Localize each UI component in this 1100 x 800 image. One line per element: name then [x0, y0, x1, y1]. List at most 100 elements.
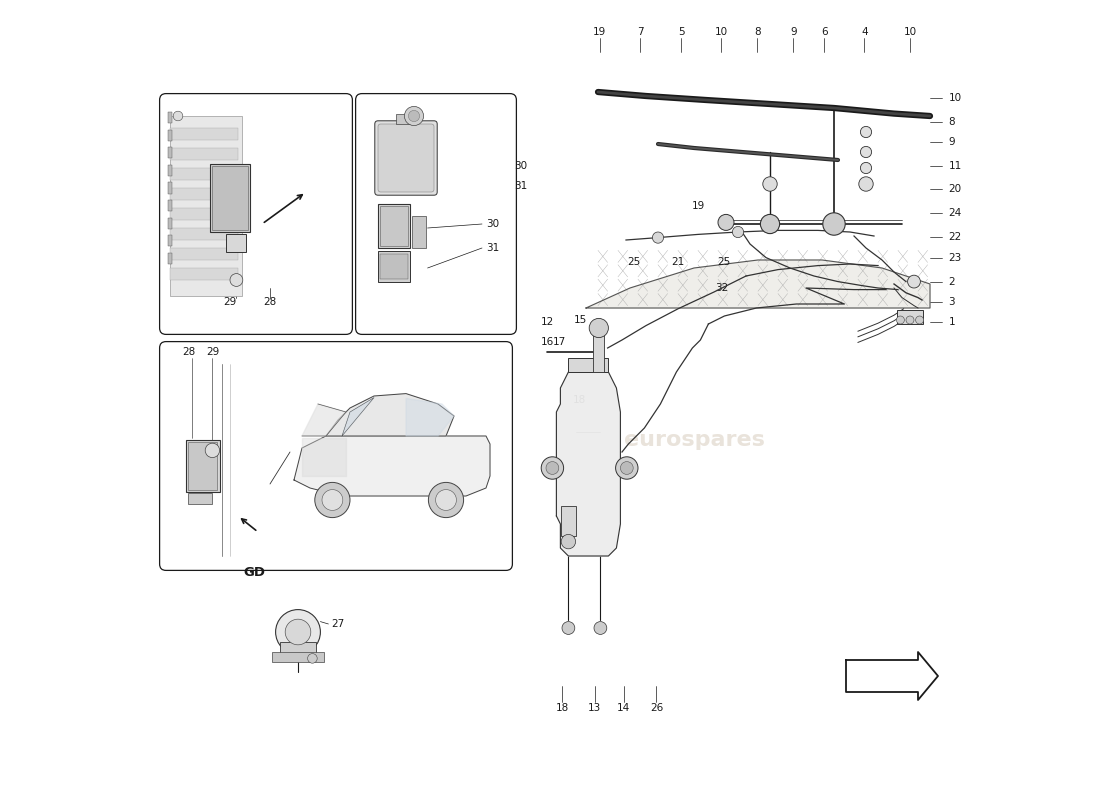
Bar	[561, 506, 575, 536]
Circle shape	[915, 316, 924, 324]
Bar	[188, 442, 217, 490]
Text: 27: 27	[331, 619, 345, 629]
Text: 25: 25	[717, 258, 730, 267]
Polygon shape	[342, 398, 374, 436]
Text: 31: 31	[514, 181, 527, 190]
Circle shape	[561, 534, 575, 549]
Bar	[170, 188, 238, 200]
Bar	[167, 147, 173, 158]
FancyBboxPatch shape	[355, 94, 516, 334]
Bar	[280, 642, 316, 654]
Polygon shape	[302, 404, 346, 436]
Circle shape	[896, 316, 904, 324]
Text: 9: 9	[790, 27, 796, 37]
Circle shape	[762, 177, 778, 191]
Circle shape	[408, 110, 419, 122]
Text: eurospares: eurospares	[624, 430, 764, 450]
Bar	[593, 332, 604, 372]
Circle shape	[594, 622, 607, 634]
Text: 8: 8	[754, 27, 760, 37]
Bar	[378, 251, 410, 282]
Text: 10: 10	[948, 93, 961, 102]
Circle shape	[428, 482, 463, 518]
Text: 14: 14	[617, 703, 630, 713]
Text: 7: 7	[637, 27, 644, 37]
Text: 2: 2	[948, 277, 955, 286]
Text: 22: 22	[948, 232, 961, 242]
Text: 10: 10	[715, 27, 728, 37]
Text: 23: 23	[948, 253, 961, 262]
Bar	[210, 164, 250, 232]
Circle shape	[860, 146, 871, 158]
Circle shape	[616, 457, 638, 479]
Circle shape	[823, 213, 845, 235]
Bar	[170, 116, 242, 296]
Text: 18: 18	[556, 703, 569, 713]
Circle shape	[652, 232, 663, 243]
Bar	[167, 253, 173, 264]
Bar	[170, 128, 238, 140]
Bar	[167, 218, 173, 229]
Text: 10: 10	[903, 27, 916, 37]
Text: 3: 3	[948, 298, 955, 307]
Text: 8: 8	[948, 117, 955, 126]
Text: 20: 20	[948, 184, 961, 194]
Text: 30: 30	[486, 219, 499, 229]
Bar	[212, 166, 248, 230]
Text: 32: 32	[715, 283, 728, 293]
Text: 5: 5	[678, 27, 684, 37]
Circle shape	[906, 316, 914, 324]
Bar	[381, 254, 408, 279]
Bar	[167, 165, 173, 176]
Circle shape	[908, 275, 921, 288]
Polygon shape	[846, 652, 938, 700]
Text: 28: 28	[263, 298, 276, 307]
Circle shape	[315, 482, 350, 518]
Circle shape	[859, 177, 873, 191]
Text: 29: 29	[206, 347, 219, 357]
Text: 21: 21	[671, 258, 684, 267]
Circle shape	[562, 622, 575, 634]
Circle shape	[860, 126, 871, 138]
Circle shape	[206, 443, 220, 458]
Text: 28: 28	[182, 347, 195, 357]
Text: 15: 15	[574, 315, 587, 325]
Circle shape	[405, 106, 424, 126]
Circle shape	[590, 318, 608, 338]
Text: 24: 24	[948, 208, 961, 218]
Circle shape	[718, 214, 734, 230]
Circle shape	[733, 226, 744, 238]
Circle shape	[230, 274, 243, 286]
Text: 30: 30	[514, 161, 527, 170]
Polygon shape	[406, 398, 454, 436]
Bar	[569, 358, 608, 372]
Text: 19: 19	[593, 27, 606, 37]
Text: 12: 12	[541, 317, 554, 326]
Text: 29: 29	[223, 298, 236, 307]
Text: 31: 31	[486, 243, 499, 253]
Polygon shape	[557, 372, 620, 556]
Bar	[170, 208, 238, 220]
Text: 4: 4	[861, 27, 868, 37]
Bar	[396, 114, 416, 124]
Bar	[898, 310, 923, 324]
Circle shape	[322, 490, 343, 510]
Circle shape	[436, 490, 456, 510]
Circle shape	[860, 162, 871, 174]
Circle shape	[285, 619, 311, 645]
Text: 18: 18	[573, 395, 586, 405]
Bar	[170, 268, 238, 280]
Circle shape	[308, 654, 317, 663]
Text: 9: 9	[948, 138, 955, 147]
Bar	[378, 204, 410, 248]
Text: 1: 1	[948, 318, 955, 327]
Bar	[186, 440, 220, 492]
Bar	[188, 493, 212, 504]
FancyBboxPatch shape	[160, 94, 352, 334]
FancyBboxPatch shape	[375, 121, 437, 195]
Bar	[226, 234, 246, 252]
Bar	[411, 216, 426, 248]
Circle shape	[620, 462, 634, 474]
Polygon shape	[586, 260, 930, 308]
Polygon shape	[326, 394, 454, 436]
